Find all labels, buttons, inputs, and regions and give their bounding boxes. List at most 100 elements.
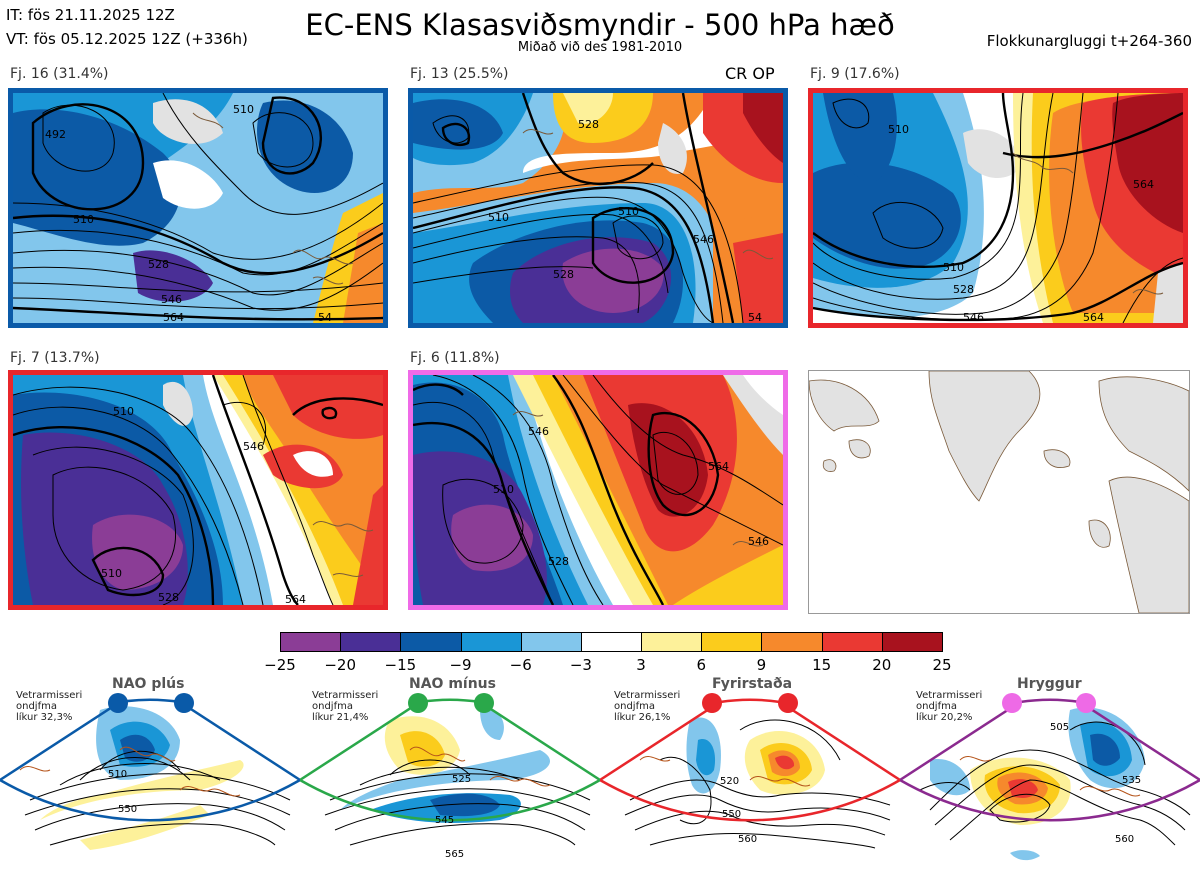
contour-label: 510 — [618, 205, 639, 218]
contour-label: 54 — [318, 311, 332, 323]
colorbar-tick-label: −3 — [569, 656, 592, 674]
contour-label: 528 — [548, 555, 569, 568]
contour-label: 560 — [1115, 834, 1134, 845]
colorbar-swatch — [761, 632, 823, 652]
contour-label: 560 — [738, 834, 757, 845]
colorbar-swatch — [641, 632, 703, 652]
contour-label: 492 — [45, 128, 66, 141]
contour-label: 564 — [163, 311, 184, 323]
contour-label: 565 — [445, 849, 464, 860]
regime-text-3: líkur 32,3% — [16, 712, 73, 723]
regime-nao-minus: 525 545 565 NAO mínus Vetrarmisseri ondj… — [297, 676, 603, 871]
colorbar-tick-label: 9 — [756, 656, 767, 674]
regime-text-2: ondjfma — [312, 701, 353, 712]
contour-label: 528 — [553, 268, 574, 281]
regime-title: Fyrirstaða — [712, 676, 793, 692]
regime-text-2: ondjfma — [16, 701, 57, 712]
regime-marker — [702, 693, 722, 713]
cluster-map-3: 510 510 528 546 564 564 — [808, 88, 1188, 328]
contour-label: 510 — [108, 769, 127, 780]
regime-text-1: Vetrarmisseri — [916, 690, 983, 701]
contour-label: 545 — [435, 815, 454, 826]
regime-text-3: líkur 20,2% — [916, 712, 973, 723]
colorbar-tick-label: 6 — [696, 656, 707, 674]
colorbar-swatch — [460, 632, 522, 652]
contour-label: 564 — [708, 460, 729, 473]
colorbar-tick-label: 15 — [812, 656, 832, 674]
contour-label: 546 — [528, 425, 549, 438]
colorbar-swatch — [821, 632, 883, 652]
cluster-map-4: 510 510 528 546 564 — [8, 370, 388, 610]
regime-marker — [1002, 693, 1022, 713]
colorbar-swatch — [280, 632, 342, 652]
regime-map-3: 520 550 560 — [597, 693, 903, 849]
regime-text-1: Vetrarmisseri — [614, 690, 681, 701]
colorbar-swatch — [520, 632, 582, 652]
cluster-map-5: 510 528 546 564 546 — [408, 370, 788, 610]
regime-outline — [297, 698, 603, 822]
contour-label: 564 — [1083, 311, 1104, 323]
colorbar-tick-label: −20 — [324, 656, 356, 674]
contour-label: 528 — [953, 283, 974, 296]
anomaly-map-5: 510 528 546 564 546 — [413, 375, 783, 605]
anomaly-map-3: 510 510 528 546 564 564 — [813, 93, 1183, 323]
regime-marker — [1076, 693, 1096, 713]
contour-label: 528 — [578, 118, 599, 131]
regime-text-2: ondjfma — [916, 701, 957, 712]
colorbar — [280, 632, 943, 652]
regime-marker — [408, 693, 428, 713]
contour-label: 564 — [1133, 178, 1154, 191]
regime-title: NAO mínus — [409, 676, 496, 692]
regime-map-1: 510 550 — [0, 693, 303, 850]
colorbar-swatch — [340, 632, 402, 652]
land-map — [809, 371, 1189, 613]
colorbar-swatch — [881, 632, 943, 652]
page-subtitle: Miðað við des 1981-2010 — [517, 40, 683, 55]
regime-blocking: 520 550 560 Fyrirstaða Vetrarmisseri ond… — [597, 676, 903, 871]
valid-time: VT: fös 05.12.2025 12Z (+336h) — [6, 30, 248, 48]
cr-op-label: CR OP — [725, 64, 775, 83]
regime-text-3: líkur 26,1% — [614, 712, 671, 723]
regime-marker — [474, 693, 494, 713]
regime-map-4: 505 535 560 — [897, 693, 1200, 861]
contour-label: 550 — [118, 804, 137, 815]
init-time: IT: fös 21.11.2025 12Z — [6, 6, 175, 24]
contour-label: 505 — [1050, 722, 1069, 733]
colorbar-tick-label: −15 — [384, 656, 417, 674]
empty-map-panel — [808, 370, 1190, 614]
colorbar-tick-label: −9 — [449, 656, 472, 674]
contour-label: 510 — [488, 211, 509, 224]
contour-label: 546 — [693, 233, 714, 246]
panel-5-label: Fj. 6 (11.8%) — [410, 350, 500, 366]
regime-text-1: Vetrarmisseri — [312, 690, 379, 701]
contour-label: 510 — [493, 483, 514, 496]
colorbar-swatch — [400, 632, 462, 652]
contour-label: 510 — [73, 213, 94, 226]
colorbar-tick-label: 25 — [932, 656, 952, 674]
regime-marker — [174, 693, 194, 713]
contour-label: 535 — [1122, 775, 1141, 786]
regime-ridge: 505 535 560 Hryggur Vetrarmisseri ondjfm… — [897, 676, 1200, 871]
colorbar-tick-label: 20 — [872, 656, 892, 674]
contour-label: 564 — [285, 593, 306, 605]
regime-outline — [597, 698, 903, 822]
contour-label: 546 — [161, 293, 182, 306]
contour-label: 510 — [943, 261, 964, 274]
panel-2-label: Fj. 13 (25.5%) — [410, 66, 509, 82]
colorbar-tick-label: −6 — [509, 656, 532, 674]
regime-outline — [0, 698, 303, 822]
contour-label: 510 — [233, 103, 254, 116]
colorbar-tick-label: −25 — [264, 656, 296, 674]
regime-title: NAO plús — [112, 676, 185, 692]
contour-label: 525 — [452, 774, 471, 785]
regime-map-2: 525 545 565 — [297, 693, 603, 860]
anomaly-map-2: 510 510 528 546 54 528 — [413, 93, 783, 323]
contour-label: 510 — [113, 405, 134, 418]
regime-text-3: líkur 21,4% — [312, 712, 369, 723]
cluster-map-1: 492 510 510 528 546 564 54 — [8, 88, 388, 328]
contour-label: 54 — [748, 311, 762, 323]
contour-label: 546 — [243, 440, 264, 453]
contour-label: 510 — [888, 123, 909, 136]
cluster-window: Flokkunargluggi t+264-360 — [986, 32, 1192, 50]
regime-marker — [778, 693, 798, 713]
